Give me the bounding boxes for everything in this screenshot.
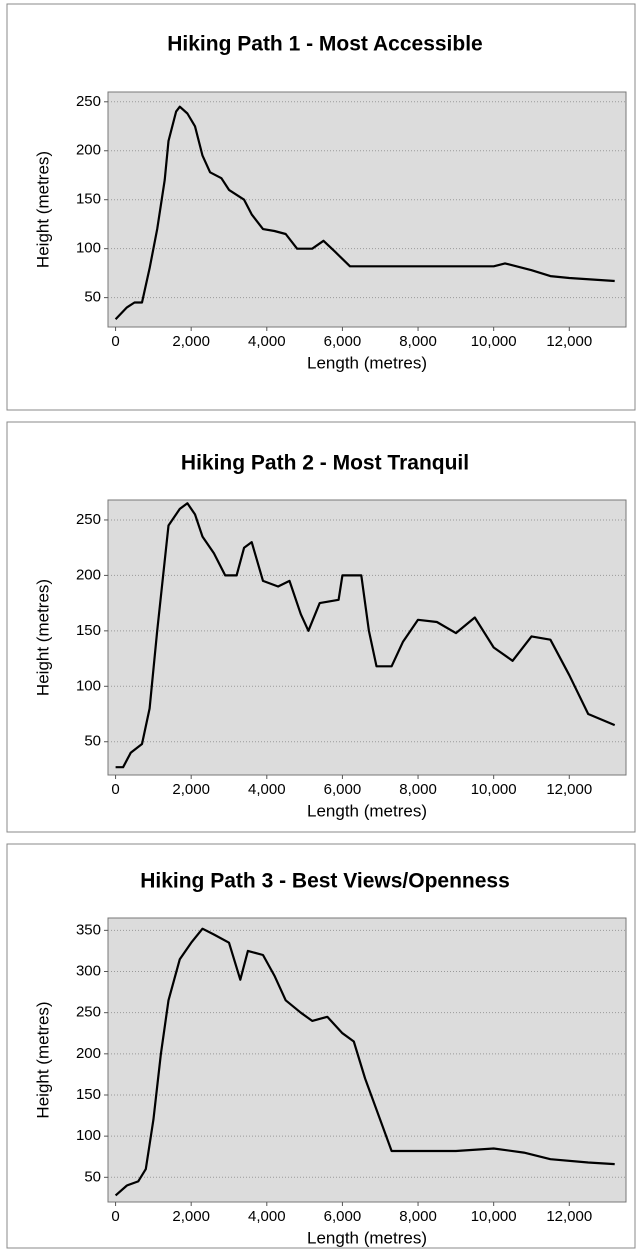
x-tick-label: 12,000 xyxy=(546,1208,592,1225)
x-axis-title: Length (metres) xyxy=(307,1228,427,1247)
x-tick-label: 12,000 xyxy=(546,333,592,350)
x-tick-label: 4,000 xyxy=(248,1208,286,1225)
x-tick-label: 10,000 xyxy=(471,1208,517,1225)
y-tick-label: 250 xyxy=(76,511,101,528)
y-tick-label: 150 xyxy=(76,1086,101,1103)
y-tick-label: 300 xyxy=(76,962,101,979)
x-tick-label: 6,000 xyxy=(324,781,362,798)
x-tick-label: 8,000 xyxy=(399,781,437,798)
y-tick-label: 250 xyxy=(76,1004,101,1021)
x-tick-label: 6,000 xyxy=(324,1208,362,1225)
x-tick-label: 8,000 xyxy=(399,333,437,350)
x-tick-label: 0 xyxy=(111,333,119,350)
x-tick-label: 10,000 xyxy=(471,333,517,350)
y-tick-label: 50 xyxy=(84,733,101,750)
x-tick-label: 0 xyxy=(111,781,119,798)
y-tick-label: 50 xyxy=(84,1168,101,1185)
x-axis-title: Length (metres) xyxy=(307,353,427,372)
x-tick-label: 10,000 xyxy=(471,781,517,798)
x-axis-title: Length (metres) xyxy=(307,801,427,820)
chart-title: Hiking Path 2 - Most Tranquil xyxy=(181,452,469,475)
elevation-line xyxy=(114,105,615,320)
y-tick-label: 200 xyxy=(76,142,101,159)
elevation-line xyxy=(115,502,616,769)
chart-title: Hiking Path 1 - Most Accessible xyxy=(167,33,482,56)
y-tick-label: 150 xyxy=(76,622,101,639)
x-tick-label: 6,000 xyxy=(324,333,362,350)
y-tick-label: 100 xyxy=(76,1127,101,1144)
plot-area xyxy=(107,917,627,1203)
x-tick-label: 2,000 xyxy=(172,781,210,798)
x-tick-label: 4,000 xyxy=(248,781,286,798)
y-tick-label: 200 xyxy=(76,1045,101,1062)
plot-area xyxy=(107,499,627,776)
plot-area xyxy=(107,91,627,328)
y-axis-title: Height (metres) xyxy=(33,151,52,268)
y-axis-title: Height (metres) xyxy=(33,1001,52,1118)
x-tick-label: 2,000 xyxy=(172,333,210,350)
elevation-line xyxy=(114,927,615,1197)
y-axis-title: Height (metres) xyxy=(33,579,52,696)
x-tick-label: 4,000 xyxy=(248,333,286,350)
y-tick-label: 100 xyxy=(76,240,101,257)
y-tick-label: 50 xyxy=(84,289,101,306)
y-tick-label: 200 xyxy=(76,566,101,583)
y-tick-label: 150 xyxy=(76,191,101,208)
y-tick-label: 350 xyxy=(76,921,101,938)
x-tick-label: 8,000 xyxy=(399,1208,437,1225)
chart-title: Hiking Path 3 - Best Views/Openness xyxy=(140,870,510,893)
y-tick-label: 250 xyxy=(76,93,101,110)
x-tick-label: 0 xyxy=(111,1208,119,1225)
x-tick-label: 2,000 xyxy=(172,1208,210,1225)
y-tick-label: 100 xyxy=(76,677,101,694)
x-tick-label: 12,000 xyxy=(546,781,592,798)
